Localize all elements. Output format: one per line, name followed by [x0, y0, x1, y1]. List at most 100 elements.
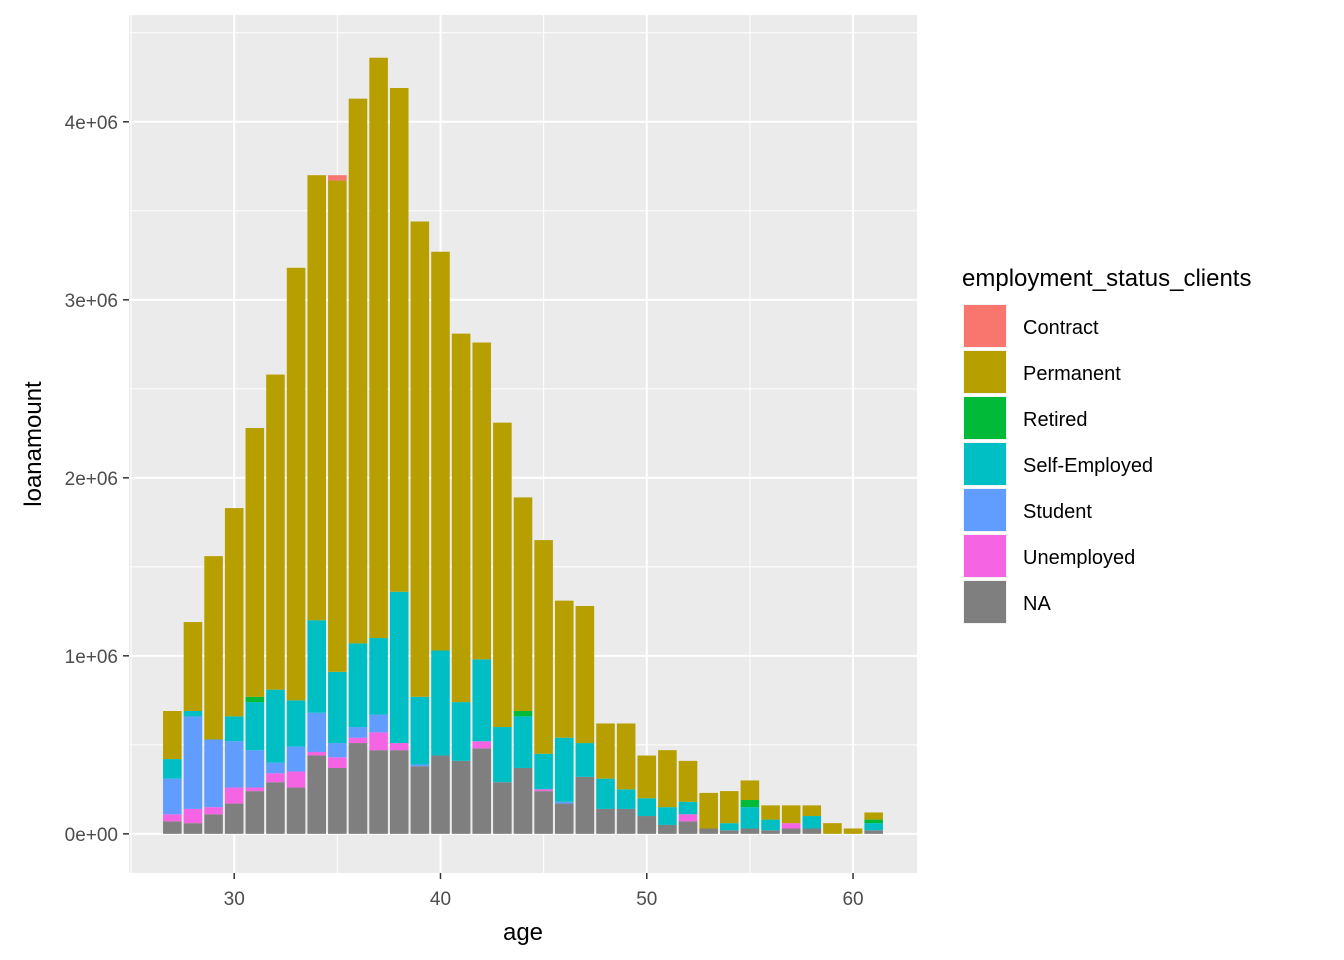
bar-segment-permanent — [328, 180, 347, 672]
bar-segment-na — [410, 766, 430, 834]
x-axis-ticks: 30 40 50 60 — [224, 873, 864, 910]
x-tick-label: 30 — [224, 889, 245, 910]
bar-segment-self-employed — [431, 650, 450, 756]
bar-segment-self-employed — [575, 743, 595, 777]
bar-segment-student — [163, 778, 182, 815]
bar-segment-na — [678, 821, 698, 834]
bar-segment-na — [348, 743, 368, 834]
bar-segment-self-employed — [389, 591, 409, 744]
bar-segment-na — [781, 828, 801, 834]
bar-segment-self-employed — [864, 823, 883, 831]
bar-segment-self-employed — [616, 789, 636, 809]
bar-segment-permanent — [183, 622, 203, 712]
bar-segment-na — [266, 782, 285, 834]
bar-segment-student — [369, 714, 388, 733]
bar-segment-self-employed — [740, 807, 760, 829]
legend-swatch-permanent — [964, 351, 1006, 393]
bar-segment-student — [328, 743, 347, 758]
bar-segment-permanent — [493, 422, 512, 728]
bar-segment-permanent — [781, 805, 801, 824]
bar-segment-permanent — [823, 823, 842, 834]
bar-segment-na — [451, 760, 471, 834]
bar-segment-na — [204, 814, 223, 834]
bar-segment-na — [637, 816, 657, 834]
bar-segment-self-employed — [761, 819, 780, 831]
bar-segment-unemployed — [369, 732, 388, 751]
bar-segment-self-employed — [410, 696, 430, 765]
legend-label: NA — [1023, 593, 1051, 615]
y-tick-label: 0e+00 — [65, 825, 118, 846]
bar-segment-unemployed — [286, 771, 306, 788]
bar-segment-na — [658, 824, 677, 834]
bar-segment-unemployed — [348, 737, 368, 744]
bar-segment-na — [596, 808, 615, 834]
bar-segment-permanent — [554, 600, 574, 738]
bar-segment-self-employed — [369, 638, 388, 715]
bar-segment-self-employed — [678, 801, 698, 815]
bar-segment-na — [245, 791, 265, 834]
x-axis-title: age — [503, 919, 543, 946]
bar-segment-self-employed — [183, 711, 203, 717]
bar-segment-permanent — [699, 792, 718, 829]
bar-segment-permanent — [163, 711, 182, 760]
bar-segment-permanent — [575, 605, 595, 744]
bar-segment-permanent — [451, 333, 471, 703]
bar-segment-self-employed — [596, 778, 615, 809]
legend-label: Contract — [1023, 317, 1099, 339]
y-axis-ticks: 0e+00 1e+06 2e+06 3e+06 4e+06 — [65, 113, 129, 846]
bar-segment-unemployed — [307, 751, 326, 756]
bar-segment-permanent — [472, 342, 492, 660]
bar-segment-unemployed — [266, 773, 285, 783]
bar-segment-unemployed — [678, 814, 698, 822]
bar-segment-self-employed — [451, 702, 471, 761]
bar-segment-na — [513, 767, 533, 834]
bar-segment-self-employed — [637, 798, 657, 817]
bar-segment-student — [554, 801, 574, 804]
bar-segment-student — [224, 741, 244, 788]
legend-swatch-contract — [964, 305, 1006, 347]
bar-segment-permanent — [761, 805, 780, 820]
bar-segment-na — [575, 776, 595, 834]
bar-segment-unemployed — [163, 814, 182, 822]
bar-segment-na — [369, 750, 388, 834]
bar-segment-na — [616, 808, 636, 834]
bar-segment-student — [245, 750, 265, 788]
bar-segment-unemployed — [389, 743, 409, 751]
bar-segment-permanent — [245, 427, 265, 697]
legend-label: Student — [1023, 501, 1092, 523]
bar-segment-na — [389, 750, 409, 834]
legend-swatch-retired — [964, 397, 1006, 439]
bar-segment-self-employed — [245, 702, 265, 751]
bar-segment-unemployed — [534, 789, 553, 792]
bar-segment-retired — [245, 696, 265, 703]
bar-segment-unemployed — [328, 757, 347, 768]
bar-segment-na — [534, 791, 553, 834]
legend-swatch-self-employed — [964, 443, 1006, 485]
bar-segment-na — [224, 803, 244, 834]
bar-segment-retired — [864, 819, 883, 824]
bar-segment-self-employed — [348, 643, 368, 728]
legend-label: Retired — [1023, 409, 1087, 431]
bar-segment-self-employed — [720, 823, 739, 831]
bar-segment-permanent — [431, 251, 450, 651]
bar-segment-unemployed — [224, 787, 244, 804]
bar-segment-student — [307, 712, 326, 752]
bar-segment-self-employed — [266, 689, 285, 763]
bar-segment-unemployed — [781, 823, 801, 829]
bar-segment-permanent — [369, 57, 388, 639]
bar-segment-self-employed — [802, 816, 822, 829]
bar-segment-permanent — [802, 805, 822, 817]
y-tick-label: 4e+06 — [65, 113, 118, 134]
y-tick-label: 1e+06 — [65, 647, 118, 668]
bar-segment-self-employed — [534, 753, 553, 790]
bar-segment-permanent — [513, 497, 533, 712]
bar-segment-permanent — [286, 267, 306, 701]
bar-segment-self-employed — [472, 659, 492, 742]
bar-segment-unemployed — [245, 787, 265, 792]
bar-segment-na — [554, 803, 574, 834]
bar-segment-na — [431, 755, 450, 834]
legend-label: Permanent — [1023, 363, 1121, 385]
legend-label: Unemployed — [1023, 547, 1135, 569]
bar-segment-unemployed — [183, 808, 203, 824]
